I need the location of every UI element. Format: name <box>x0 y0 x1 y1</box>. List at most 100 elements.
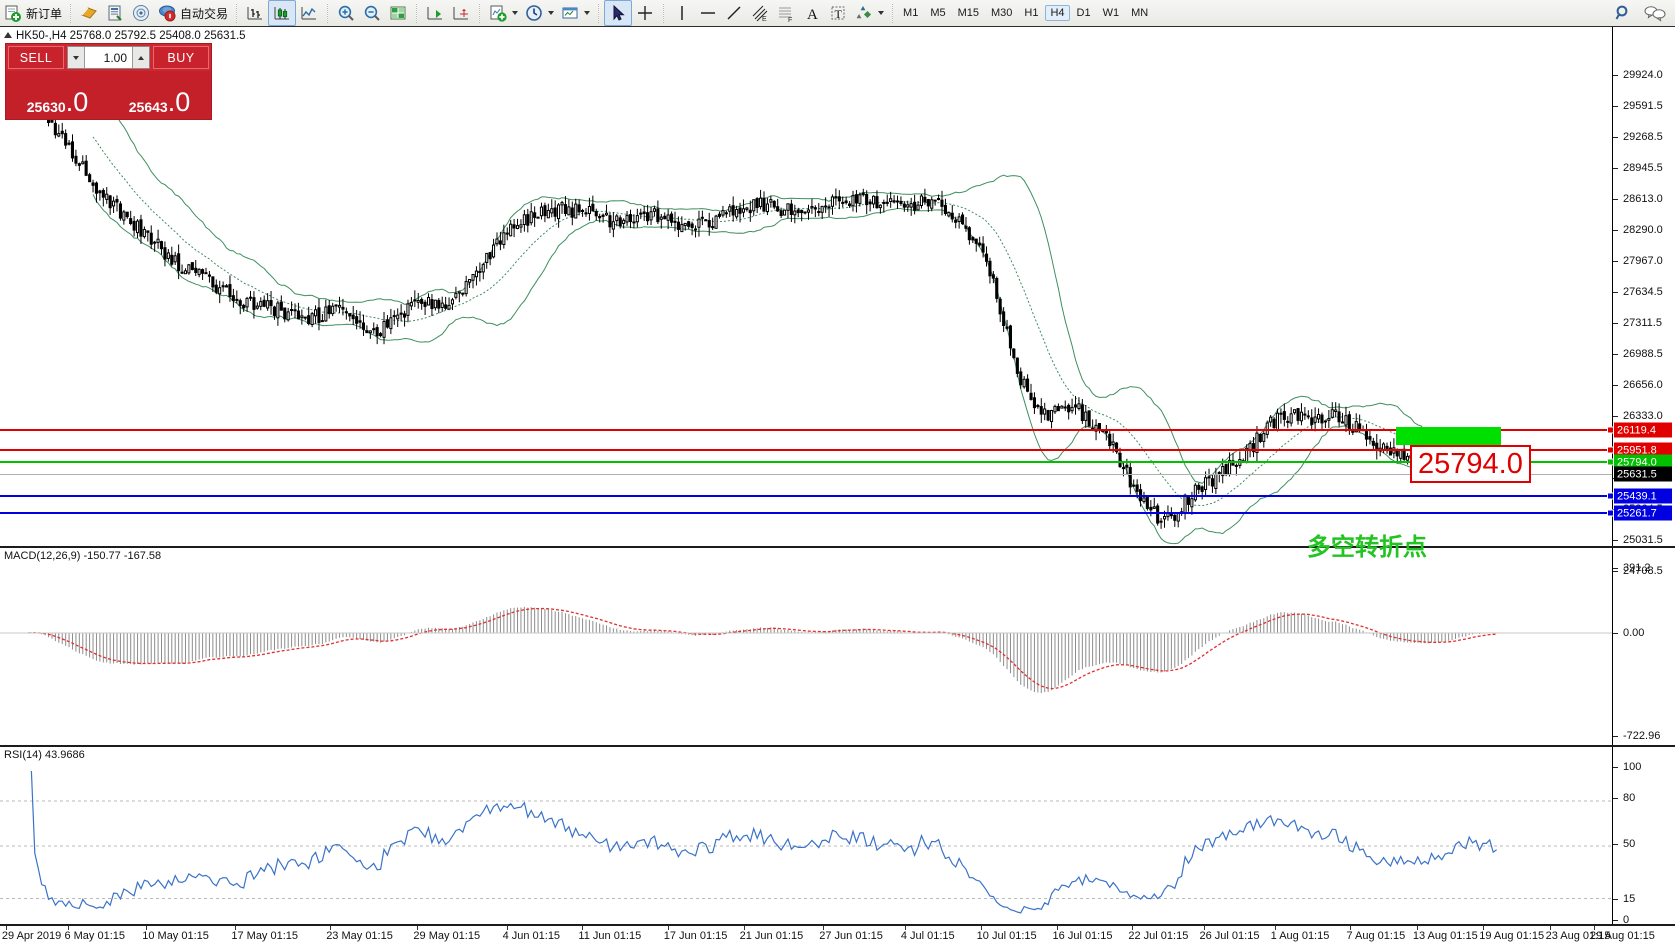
sell-price[interactable]: 25630.0 <box>8 71 107 117</box>
volume-value[interactable]: 1.00 <box>103 50 127 65</box>
timeframe-m5[interactable]: M5 <box>930 7 946 19</box>
svg-text:A: A <box>807 7 818 23</box>
sell-button[interactable]: SELL <box>8 46 64 69</box>
profiles-button[interactable] <box>76 1 102 25</box>
buy-price[interactable]: 25643.0 <box>110 71 209 117</box>
level-line-pivot[interactable] <box>0 461 1612 463</box>
level-handle-pivot[interactable] <box>1607 458 1614 466</box>
shapes-caret-icon[interactable] <box>878 11 885 15</box>
indicators-caret-icon[interactable] <box>512 11 519 15</box>
price-tick-label: 27967.0 <box>1623 255 1663 267</box>
cursor-button[interactable] <box>604 0 633 26</box>
line-chart-button[interactable] <box>296 1 322 25</box>
price-tick-label: 28613.0 <box>1623 193 1663 205</box>
one-click-trading-panel[interactable]: SELL 1.00 BUY 25630.0 25643.0 <box>5 43 212 120</box>
navigator-button[interactable] <box>128 1 154 25</box>
timeframe-d1[interactable]: D1 <box>1076 7 1091 19</box>
fibonacci-icon: F <box>776 3 796 23</box>
time-axis-label: 11 Jun 01:15 <box>578 930 642 942</box>
toolbar-divider-2 <box>236 3 238 23</box>
time-axis-tick <box>1056 926 1058 930</box>
time-axis[interactable]: 29 Apr 2019 6 May 01:15 10 May 01:15 17 May… <box>0 924 1675 950</box>
rsi-axis-label: 100 <box>1623 761 1642 773</box>
price-tick <box>1613 385 1618 386</box>
level-tag-support[interactable]: 25261.7 <box>1614 505 1672 521</box>
timeframe-m1[interactable]: M1 <box>903 7 919 19</box>
level-line-last-price[interactable] <box>0 474 1612 475</box>
scroll-end-button[interactable] <box>422 1 448 25</box>
scroll-end-icon <box>425 3 445 23</box>
autotrade-button[interactable]: 自动交易 <box>154 1 231 25</box>
chinese-annotation-text[interactable]: 多空转折点 <box>1307 533 1427 561</box>
time-axis-label: 10 Jul 01:15 <box>976 930 1037 942</box>
indicators-button[interactable] <box>485 1 521 25</box>
autotrade-icon <box>157 3 177 23</box>
templates-caret-icon[interactable] <box>584 11 591 15</box>
highlight-zone-rectangle[interactable] <box>1396 427 1501 445</box>
volume-stepper[interactable]: 1.00 <box>67 46 150 69</box>
level-line-support-1[interactable] <box>0 495 1612 497</box>
timeframe-m15[interactable]: M15 <box>957 7 979 19</box>
market-watch-button[interactable] <box>102 1 128 25</box>
tile-windows-button[interactable] <box>385 1 411 25</box>
horizontal-line-button[interactable] <box>695 1 721 25</box>
level-handle-resistance-1[interactable] <box>1607 426 1614 434</box>
chat-icon[interactable] <box>1643 3 1666 23</box>
text-label-button[interactable]: T <box>825 1 851 25</box>
shapes-button[interactable] <box>851 1 887 25</box>
equidistant-icon: E <box>750 3 770 23</box>
level-tag-last-price[interactable]: 25631.5 <box>1614 466 1672 482</box>
time-axis-tick <box>146 926 148 930</box>
price-tick-label: 29924.0 <box>1623 69 1663 81</box>
time-axis-tick <box>667 926 669 930</box>
new-order-button[interactable]: 新订单 <box>0 1 65 25</box>
zoom-in-button[interactable] <box>333 1 359 25</box>
bar-chart-button[interactable] <box>242 1 268 25</box>
axis-tick <box>1613 568 1618 569</box>
timeframe-w1[interactable]: W1 <box>1102 7 1120 19</box>
time-axis-tick <box>823 926 825 930</box>
price-tick <box>1613 354 1618 355</box>
chart-shift-button[interactable] <box>448 1 474 25</box>
price-tick <box>1613 292 1618 293</box>
periods-caret-icon[interactable] <box>548 11 555 15</box>
timeframe-m30[interactable]: M30 <box>991 7 1013 19</box>
level-handle-support-2[interactable] <box>1607 509 1614 517</box>
collapse-triangle-icon[interactable] <box>4 32 12 38</box>
search-icon[interactable] <box>1613 3 1633 23</box>
vertical-line-button[interactable] <box>669 1 695 25</box>
time-axis-label: 7 Aug 01:15 <box>1346 930 1406 942</box>
periods-button[interactable] <box>521 1 557 25</box>
timeframe-mn[interactable]: MN <box>1131 7 1149 19</box>
rsi-pane-label: RSI(14) 43.9686 <box>4 749 85 761</box>
level-handle-resistance-2[interactable] <box>1607 446 1614 454</box>
buy-button[interactable]: BUY <box>153 46 209 69</box>
level-line-support-2[interactable] <box>0 512 1612 514</box>
level-tag-resistance[interactable]: 26119.4 <box>1614 422 1672 438</box>
equidistant-channel-button[interactable]: E <box>747 1 773 25</box>
level-handle-support-1[interactable] <box>1607 492 1614 500</box>
crosshair-button[interactable] <box>632 1 658 25</box>
text-button[interactable]: A <box>799 1 825 25</box>
chart-window[interactable]: HK50-,H4 25768.0 25792.5 25408.0 25631.5… <box>0 26 1675 950</box>
level-line-resistance-1[interactable] <box>0 429 1612 431</box>
level-tag-support[interactable]: 25439.1 <box>1614 488 1672 504</box>
candlestick-chart-icon <box>272 3 292 23</box>
time-axis-tick <box>506 926 508 930</box>
trendline-button[interactable] <box>721 1 747 25</box>
timeframe-h1[interactable]: H1 <box>1024 7 1039 19</box>
level-tag-resistance[interactable]: 25951.8 <box>1614 442 1672 458</box>
level-line-resistance-2[interactable] <box>0 449 1612 451</box>
candlestick-chart-button[interactable] <box>268 0 297 26</box>
time-axis-tick <box>1203 926 1205 930</box>
level-tag-pivot[interactable]: 25794.0 <box>1614 454 1672 470</box>
fibonacci-button[interactable]: F <box>773 1 799 25</box>
volume-decrease-button[interactable] <box>68 47 85 68</box>
templates-button[interactable] <box>557 1 593 25</box>
volume-increase-button[interactable] <box>132 47 149 68</box>
zoom-out-button[interactable] <box>359 1 385 25</box>
price-plot <box>26 78 1499 545</box>
time-axis-label: 1 Aug 01:15 <box>1270 930 1330 942</box>
timeframe-h4[interactable]: H4 <box>1045 5 1070 21</box>
price-callout-label[interactable]: 25794.0 <box>1410 445 1531 483</box>
